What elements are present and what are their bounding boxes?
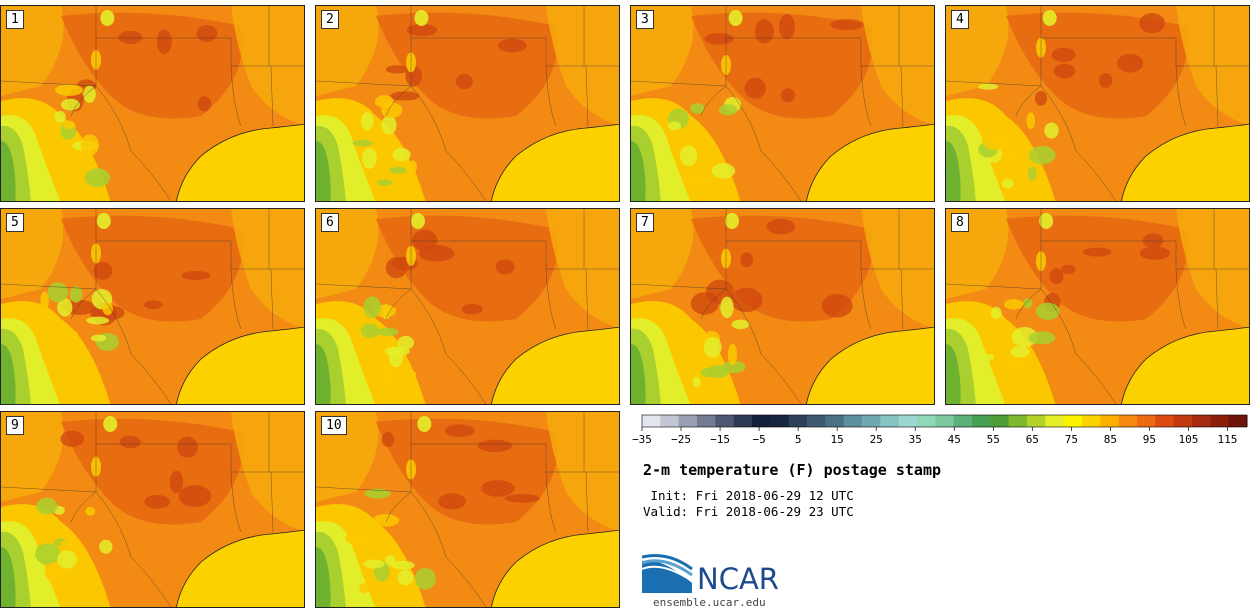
colorbar-swatch (1155, 415, 1175, 427)
colorbar-tick-label: 55 (987, 433, 1000, 446)
colorbar-tick-label: 105 (1179, 433, 1199, 446)
colorbar-swatch (788, 415, 808, 427)
colorbar-tick-label: −35 (632, 433, 652, 446)
colorbar-tick-label: 5 (795, 433, 802, 446)
temperature-map (946, 209, 1249, 404)
colorbar-swatch (1210, 415, 1230, 427)
member-panel-4: 4 (945, 5, 1250, 202)
colorbar-tick-label: 25 (870, 433, 883, 446)
colorbar-tick-label: 65 (1026, 433, 1039, 446)
temperature-map (631, 209, 934, 404)
colorbar-swatch (770, 415, 790, 427)
chart-title: 2-m temperature (F) postage stamp (643, 461, 942, 479)
member-panel-3: 3 (630, 5, 935, 202)
init-time: Init: Fri 2018-06-29 12 UTC (650, 488, 854, 503)
member-panel-5: 5 (0, 208, 305, 405)
colorbar-tick-label: 45 (948, 433, 961, 446)
member-label: 5 (6, 213, 24, 232)
temperature-map (316, 412, 619, 607)
colorbar-swatch (1118, 415, 1138, 427)
colorbar-tick-label: 95 (1143, 433, 1156, 446)
colorbar-tick-label: 35 (909, 433, 922, 446)
temperature-map (1, 412, 304, 607)
member-label: 3 (636, 10, 654, 29)
member-label: 1 (6, 10, 24, 29)
colorbar-swatch (1045, 415, 1065, 427)
temperature-colorbar: −35 −25 −15 −5 5 15 25 35 45 55 65 75 85 95 105 115 (632, 414, 1248, 446)
colorbar-swatch (807, 415, 826, 427)
colorbar-swatch (733, 415, 753, 427)
colorbar-swatch (953, 415, 973, 427)
member-label: 6 (321, 213, 339, 232)
temperature-map (1, 6, 304, 201)
member-panel-1: 1 (0, 5, 305, 202)
temperature-map (631, 6, 934, 201)
colorbar-swatch (990, 415, 1010, 427)
colorbar-swatch (880, 415, 900, 427)
colorbar-swatch (972, 415, 991, 427)
colorbar-swatch (1027, 415, 1046, 427)
temperature-map (316, 6, 619, 201)
ncar-logo-icon (642, 554, 693, 593)
colorbar-swatch (697, 415, 716, 427)
colorbar-swatch (1173, 415, 1193, 427)
colorbar-swatch (935, 415, 955, 427)
colorbar-swatch (898, 415, 918, 427)
colorbar-swatch (917, 415, 936, 427)
colorbar-tick-label: 115 (1218, 433, 1238, 446)
colorbar-tick-label: 15 (831, 433, 844, 446)
colorbar-swatch (678, 415, 698, 427)
colorbar-swatch (715, 415, 735, 427)
colorbar-swatch (1137, 415, 1156, 427)
colorbar-swatch (825, 415, 845, 427)
colorbar-swatch (1008, 415, 1028, 427)
colorbar-tick-label: −15 (710, 433, 730, 446)
colorbar-swatch (1228, 415, 1248, 427)
ensemble-url[interactable]: ensemble.ucar.edu (653, 596, 766, 609)
temperature-map (316, 209, 619, 404)
member-label: 9 (6, 416, 24, 435)
ncar-logo-text: NCAR (697, 562, 779, 596)
colorbar-tick-label: −5 (752, 433, 765, 446)
member-panel-2: 2 (315, 5, 620, 202)
temperature-map (1, 209, 304, 404)
colorbar-swatch (1082, 415, 1101, 427)
member-label: 2 (321, 10, 339, 29)
colorbar-swatch (1192, 415, 1211, 427)
colorbar-tick-label: 85 (1104, 433, 1117, 446)
member-label: 10 (321, 416, 347, 435)
colorbar-tick-label: 75 (1065, 433, 1078, 446)
member-panel-7: 7 (630, 208, 935, 405)
member-label: 7 (636, 213, 654, 232)
member-panel-6: 6 (315, 208, 620, 405)
member-label: 8 (951, 213, 969, 232)
member-label: 4 (951, 10, 969, 29)
colorbar-swatch (1063, 415, 1083, 427)
member-panel-10: 10 (315, 411, 620, 608)
colorbar-tick-label: −25 (671, 433, 691, 446)
colorbar-swatch (752, 415, 771, 427)
colorbar-swatch (862, 415, 881, 427)
member-panel-9: 9 (0, 411, 305, 608)
colorbar-swatch (642, 415, 661, 427)
temperature-map (946, 6, 1249, 201)
valid-time: Valid: Fri 2018-06-29 23 UTC (643, 504, 854, 519)
member-panel-8: 8 (945, 208, 1250, 405)
colorbar-swatch (843, 415, 863, 427)
colorbar-swatch (1100, 415, 1120, 427)
colorbar-swatch (660, 415, 680, 427)
